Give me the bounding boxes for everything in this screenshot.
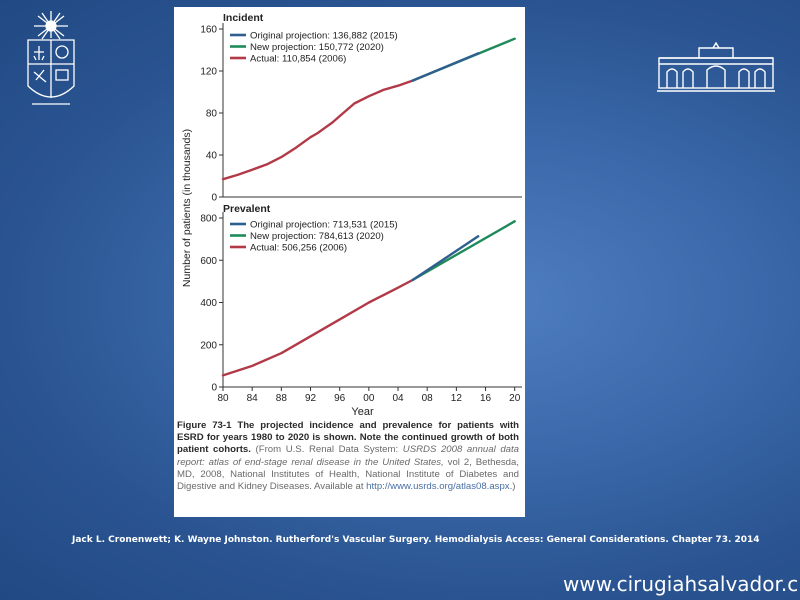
y-tick-label-0-4: 160	[200, 25, 217, 36]
y-tick-label-1-0: 0	[211, 383, 217, 394]
y-tick-label-1-3: 600	[200, 256, 217, 267]
legend-label-0-0: Original projection: 136,882 (2015)	[250, 31, 398, 42]
series-line-1-1	[411, 220, 516, 282]
y-tick-label-0-0: 0	[211, 193, 217, 204]
y-tick-label-1-4: 800	[200, 214, 217, 225]
x-tick-label-6: 04	[392, 393, 404, 404]
x-tick-label-8: 12	[451, 393, 463, 404]
x-tick-label-5: 00	[363, 393, 375, 404]
caption-source-title: USRDS 2008 annual data report: atlas of …	[177, 444, 519, 468]
x-tick-label-7: 08	[422, 393, 434, 404]
x-tick-label-4: 96	[334, 393, 346, 404]
legend-label-1-1: New projection: 784,613 (2020)	[250, 231, 384, 242]
y-tick-label-0-3: 120	[200, 67, 217, 78]
series-line-1-0	[411, 235, 480, 282]
series-line-0-2	[221, 79, 414, 181]
y-tick-label-0-2: 80	[206, 109, 218, 120]
y-axis-title: Number of patients (in thousands)	[181, 129, 193, 287]
caption-source-end: )	[512, 481, 516, 493]
x-tick-label-10: 20	[509, 393, 521, 404]
x-axis-title: Year	[351, 406, 374, 418]
panel-title-0: Incident	[223, 12, 264, 24]
caption-source-pre: (From U.S. Renal Data System:	[255, 444, 399, 456]
caption-source-post: vol 2, Bethesda, MD, 2008, National Inst…	[177, 456, 519, 493]
legend-label-0-2: Actual: 110,854 (2006)	[250, 54, 346, 65]
x-tick-label-3: 92	[305, 393, 317, 404]
caption-main-text: The projected incidence and prevalence f…	[177, 420, 520, 456]
university-crest-logo	[22, 8, 80, 112]
caption-source-link[interactable]: http://www.usrds.org/atlas08.aspx.	[366, 481, 513, 493]
legend-label-0-1: New projection: 150,772 (2020)	[250, 42, 384, 53]
figure-label: Figure 73-1	[177, 420, 232, 431]
x-tick-label-1: 84	[247, 393, 259, 404]
x-tick-label-2: 88	[276, 393, 288, 404]
legend-label-1-2: Actual: 506,256 (2006)	[250, 243, 347, 254]
y-tick-label-1-1: 200	[200, 340, 217, 351]
building-facade-logo	[655, 41, 777, 94]
figure-caption: Figure 73-1 The projected incidence and …	[177, 420, 519, 493]
website-url[interactable]: www.cirugiahsalvador.cl	[563, 572, 800, 596]
x-tick-label-0: 80	[217, 393, 229, 404]
y-tick-label-0-1: 40	[206, 151, 218, 162]
y-tick-label-1-2: 400	[200, 298, 217, 309]
series-line-1-2	[221, 278, 414, 377]
x-tick-label-9: 16	[480, 393, 492, 404]
legend-label-1-0: Original projection: 713,531 (2015)	[250, 220, 398, 231]
series-line-0-0	[411, 52, 480, 82]
panel-title-1: Prevalent	[223, 203, 271, 215]
figure-card: Incident 0 40 80 120 160 Original projection: …	[174, 7, 525, 517]
reference-citation: Jack L. Cronenwett; K. Wayne Johnston. R…	[72, 535, 760, 545]
